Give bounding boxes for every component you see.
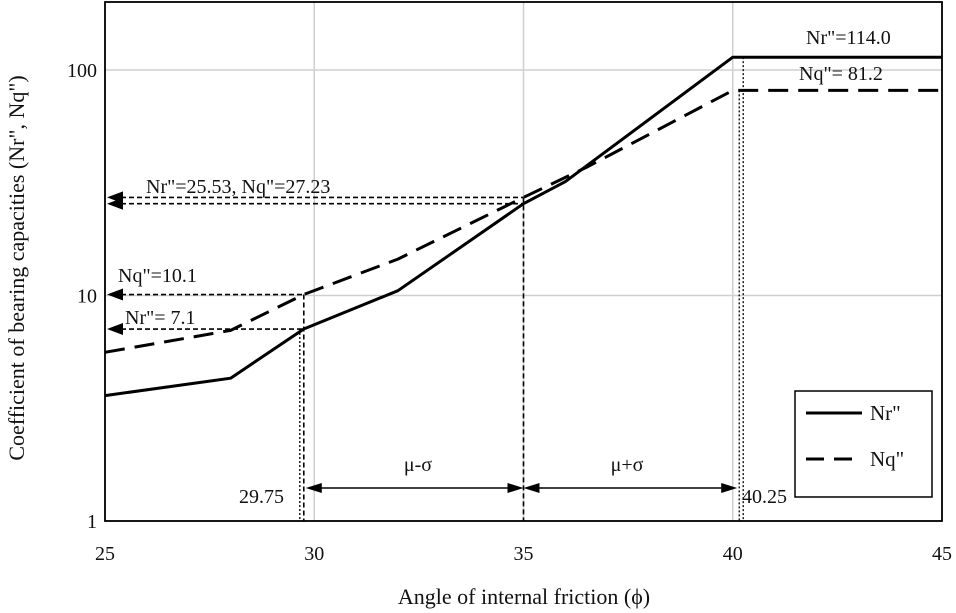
y-tick-label: 1 xyxy=(87,511,97,533)
x-tick-label: 45 xyxy=(932,543,952,565)
x-tick-label: 40 xyxy=(723,543,743,565)
x-tick-label: 30 xyxy=(304,543,324,565)
annotation-mean-values: Nr"=25.53, Nq"=27.23 xyxy=(146,176,330,198)
x-tick-label: 25 xyxy=(95,543,115,565)
plot-frame xyxy=(104,1,943,522)
annotation-nq-max: Nq"= 81.2 xyxy=(799,63,883,85)
annotation-nr-max: Nr"=114.0 xyxy=(806,27,891,49)
range-arrowhead xyxy=(305,483,322,493)
reference-lines xyxy=(107,57,744,521)
annotation-x-low: 29.75 xyxy=(239,486,284,508)
y-axis-label: Coefficient of bearing capacities (Nr", … xyxy=(4,75,29,460)
series-lines xyxy=(104,55,942,398)
annotation-range-low: μ-σ xyxy=(404,454,432,476)
legend-box xyxy=(794,390,933,498)
annotation-nq-low: Nq"=10.1 xyxy=(118,265,197,287)
y-tick-label: 10 xyxy=(77,286,97,308)
range-arrowhead xyxy=(523,483,540,493)
annotation-nr-low: Nr"= 7.1 xyxy=(125,307,196,329)
legend-label-nq: Nq" xyxy=(870,447,904,471)
x-axis-label: Angle of internal friction (ϕ) xyxy=(398,584,650,609)
reference-arrowhead xyxy=(107,323,123,336)
range-arrowhead xyxy=(507,483,524,493)
annotation-range-high: μ+σ xyxy=(611,454,644,476)
tick-labels: 25 30 35 40 45 1 10 100 xyxy=(67,60,952,565)
reference-arrowhead xyxy=(107,288,123,301)
series-line-nq xyxy=(104,88,942,354)
reference-arrowhead xyxy=(107,197,123,210)
range-arrowhead xyxy=(721,483,738,493)
x-tick-label: 35 xyxy=(514,543,534,565)
y-tick-label: 100 xyxy=(67,60,97,82)
legend: Nr" Nq" xyxy=(794,390,933,498)
annotation-x-high: 40.25 xyxy=(742,486,787,508)
legend-label-nr: Nr" xyxy=(870,401,901,425)
series-line-nr xyxy=(104,55,942,398)
